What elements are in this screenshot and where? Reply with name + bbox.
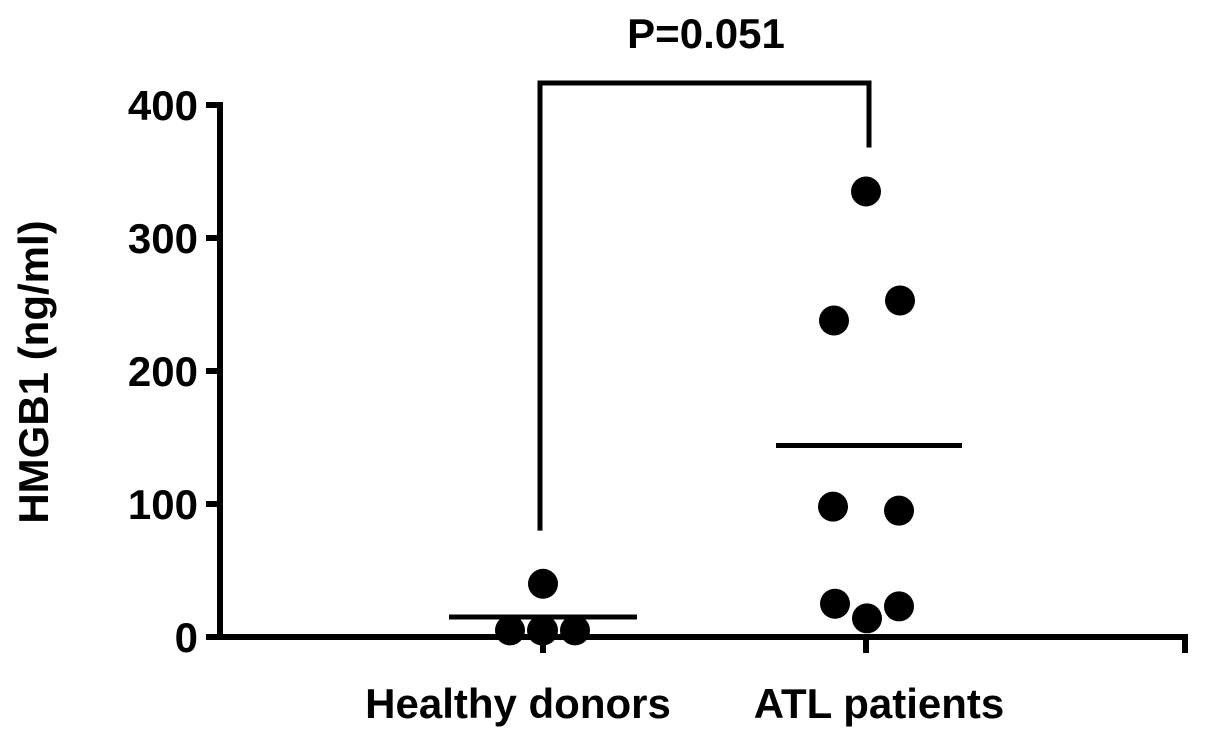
data-point [495, 615, 525, 646]
y-tick-label: 100 [128, 481, 198, 528]
data-points [495, 176, 915, 646]
mean-lines [449, 442, 962, 620]
y-tick-label: 400 [128, 82, 198, 129]
y-tick-label: 300 [128, 215, 198, 262]
data-point [819, 305, 849, 336]
x-tick-label: Healthy donors [365, 680, 671, 727]
data-point [884, 591, 914, 622]
data-point [528, 615, 558, 646]
data-point [528, 568, 558, 599]
y-tick-label: 0 [175, 614, 198, 661]
x-tick-label: ATL patients [754, 680, 1004, 727]
data-point [852, 603, 882, 634]
x-axis: Healthy donors ATL patients [217, 634, 1188, 727]
y-tick-label: 200 [128, 348, 198, 395]
y-axis: 0 100 200 300 400 [128, 82, 223, 661]
p-value-annotation: P=0.051 [627, 10, 785, 57]
data-point [884, 495, 914, 526]
data-point [820, 588, 850, 619]
data-point [818, 491, 848, 522]
y-axis-title: HMGB1 (ng/ml) [10, 220, 57, 523]
data-point [560, 615, 590, 646]
data-point [885, 285, 915, 316]
data-point [851, 176, 881, 207]
significance-bracket [537, 80, 872, 531]
